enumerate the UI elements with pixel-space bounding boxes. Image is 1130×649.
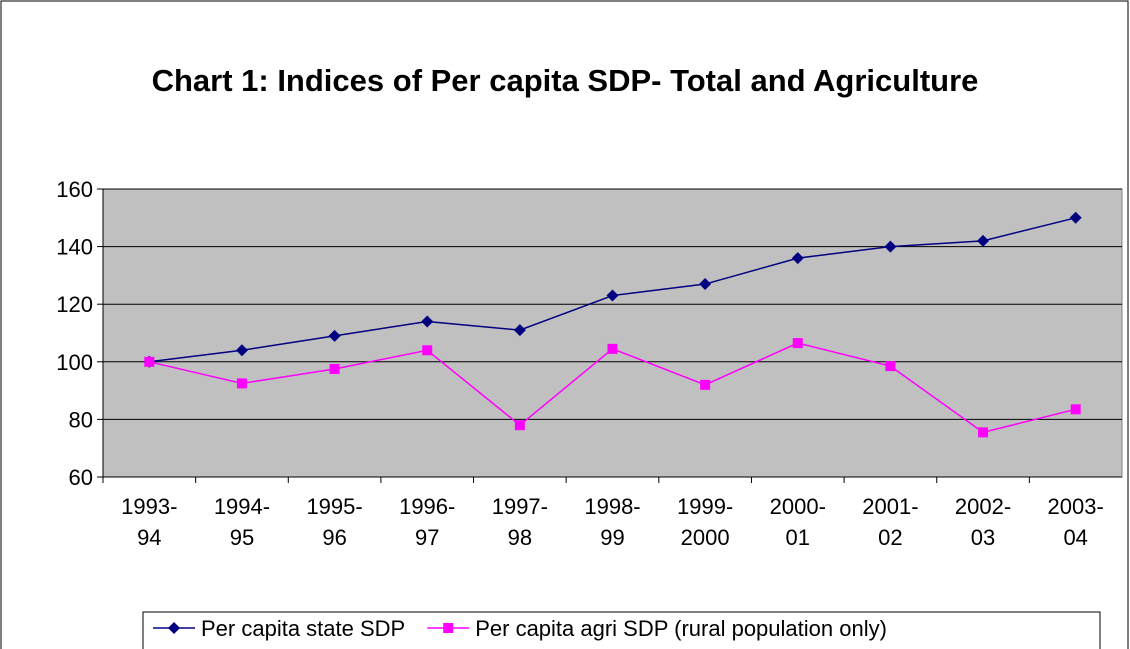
x-tick-label: 2002-03 [955,494,1011,550]
x-tick-label: 1998-99 [584,494,640,550]
legend-label: Per capita agri SDP (rural population on… [475,616,887,641]
y-tick-label: 100 [56,350,93,375]
marker [977,234,990,247]
y-tick-label: 140 [56,235,93,260]
x-tick-label: 2003-04 [1048,494,1104,550]
legend: Per capita state SDP Per capita agri SDP … [142,611,1101,649]
chart-title: Chart 1: Indices of Per capita SDP- Tota… [151,63,979,98]
marker [1070,404,1081,415]
x-tick-label: 1997-98 [492,494,548,550]
marker [700,379,711,390]
marker [421,315,434,328]
marker [978,427,989,438]
marker [514,420,525,431]
plot-area [102,188,1123,478]
x-tick-label: 2001-02 [862,494,918,550]
marker [699,278,712,291]
marker [606,289,619,302]
x-tick-label: 1996-97 [399,494,455,550]
marker [607,343,618,354]
marker [513,324,526,337]
marker [791,252,804,265]
x-tick-label: 2000-01 [770,494,826,550]
marker [236,378,247,389]
legend-marker [443,623,454,633]
y-tick-label: 60 [69,465,93,490]
x-tick-label: 1995-96 [306,494,362,550]
legend-marker [168,622,180,634]
y-tick-label: 120 [56,292,93,317]
x-tick-label: 1999-2000 [677,494,733,550]
marker [885,361,896,372]
marker [235,344,248,357]
marker [144,356,155,367]
marker [1069,211,1082,224]
marker [884,240,897,253]
legend-label: Per capita state SDP [201,616,405,641]
marker [329,364,340,374]
marker [792,338,803,349]
y-tick-label: 160 [56,177,93,202]
marker [422,345,433,356]
x-tick-label: 1994-95 [214,494,270,550]
y-tick-label: 80 [69,407,93,432]
legend-box [142,611,1101,649]
x-tick-label: 1993-94 [121,494,177,550]
marker [328,329,341,342]
